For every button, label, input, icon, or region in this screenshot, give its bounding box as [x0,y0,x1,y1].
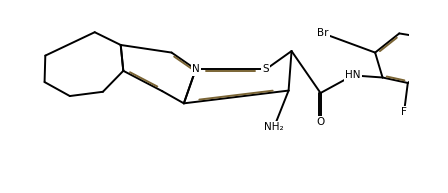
Text: O: O [316,118,325,128]
Text: S: S [263,64,269,74]
Text: F: F [401,107,407,117]
Text: HN: HN [345,70,361,80]
Text: N: N [192,64,200,74]
Text: NH₂: NH₂ [264,122,284,132]
Text: Br: Br [317,28,329,38]
